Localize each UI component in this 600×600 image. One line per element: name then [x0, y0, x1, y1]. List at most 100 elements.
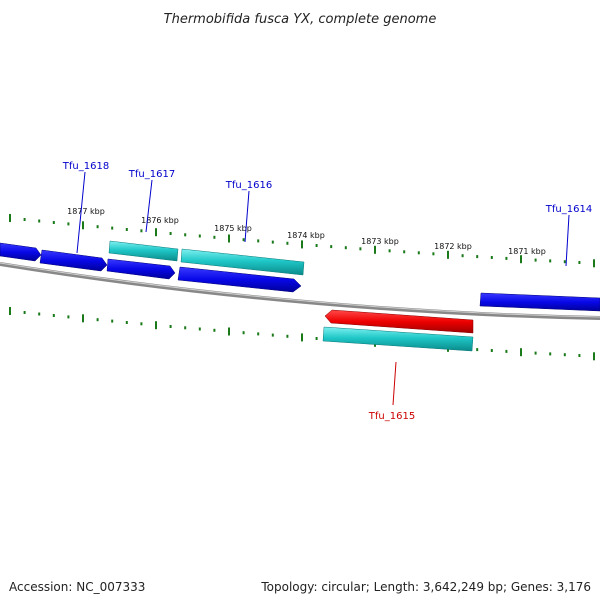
gene-label-tfu-1614[interactable]: Tfu_1614 [545, 204, 592, 215]
scale-tick-upper [301, 240, 303, 249]
genome-backbone-highlight [0, 262, 600, 318]
scale-label-1872: 1872 kbp [434, 242, 472, 251]
scale-tick-lower [82, 314, 84, 323]
scale-tick-lower [315, 337, 318, 340]
scale-tick-upper [432, 252, 435, 256]
genome-backbone [0, 262, 600, 320]
scale-tick-upper [169, 232, 172, 235]
scale-tick-lower [286, 334, 289, 338]
scale-tick-upper [271, 240, 274, 244]
scale-tick-upper [242, 238, 245, 242]
scale-tick-lower [198, 327, 201, 331]
scale-tick-upper [403, 250, 406, 254]
scale-tick-upper [140, 229, 143, 233]
scale-tick-lower [490, 349, 493, 352]
scale-tick-upper [125, 228, 128, 231]
gene-label-tfu-1615[interactable]: Tfu_1615 [368, 411, 415, 422]
gene-label-tfu-1616[interactable]: Tfu_1616 [225, 180, 272, 191]
scale-tick-lower [476, 348, 479, 352]
scale-tick-lower [242, 331, 245, 335]
scale-tick-lower [578, 354, 581, 357]
scale-tick-lower [140, 322, 143, 326]
scale-tick-upper [96, 225, 99, 229]
scale-tick-lower [520, 348, 522, 357]
scale-tick-upper [374, 245, 376, 254]
scale-tick-upper [534, 258, 537, 262]
scale-tick-upper [520, 255, 522, 264]
scale-tick-lower [505, 349, 508, 353]
scale-tick-lower [52, 314, 55, 317]
scale-tick-lower [271, 333, 274, 337]
scale-tick-upper [23, 218, 26, 221]
map-title: Thermobifida fusca YX, complete genome [164, 12, 437, 27]
gene-arrow-left-edge[interactable] [0, 242, 42, 262]
scale-tick-lower [213, 328, 216, 332]
scale-label-1876: 1876 kbp [141, 216, 179, 225]
scale-tick-lower [67, 315, 70, 319]
scale-tick-lower [169, 325, 172, 328]
scale-tick-upper [359, 247, 362, 251]
scale-tick-lower [155, 321, 157, 330]
scale-tick-upper [38, 219, 41, 223]
scale-tick-upper [52, 221, 55, 224]
scale-tick-upper [549, 259, 552, 263]
scale-tick-upper [286, 241, 289, 245]
scale-label-1873: 1873 kbp [361, 237, 399, 246]
gene-arrow-tfu-1617[interactable] [106, 258, 176, 280]
scale-tick-upper [344, 246, 347, 250]
scale-tick-lower [111, 319, 114, 323]
scale-tick-lower [23, 311, 26, 314]
scale-tick-upper [490, 256, 493, 259]
leader-line-tfu-1614 [565, 214, 570, 267]
scale-tick-upper [476, 255, 479, 259]
gene-arrow-tfu-1616[interactable] [177, 266, 302, 293]
scale-tick-upper [593, 259, 595, 268]
scale-tick-upper [315, 244, 318, 247]
leader-line-tfu-1617 [145, 179, 153, 233]
scale-label-1871: 1871 kbp [508, 247, 546, 256]
scale-tick-upper [563, 260, 566, 264]
scale-tick-lower [563, 353, 566, 357]
scale-ticks [9, 214, 595, 361]
scale-tick-lower [257, 332, 260, 336]
accession-label: Accession: NC_007333 [9, 580, 146, 594]
feature-box-tfu-1615[interactable] [322, 326, 474, 352]
scale-tick-lower [96, 318, 99, 322]
scale-tick-upper [228, 234, 230, 243]
topology-label: Topology: circular; Length: 3,642,249 bp… [261, 580, 591, 594]
scale-tick-upper [578, 261, 581, 264]
leader-line-tfu-1618 [76, 171, 86, 254]
gene-label-tfu-1618[interactable]: Tfu_1618 [62, 161, 109, 172]
scale-tick-upper [505, 256, 508, 260]
scale-tick-lower [301, 333, 303, 342]
gene-label-tfu-1617[interactable]: Tfu_1617 [128, 169, 175, 180]
scale-tick-upper [198, 234, 201, 238]
feature-box-tfu-1617[interactable] [108, 240, 179, 262]
scale-tick-upper [9, 214, 11, 222]
scale-tick-lower [9, 307, 11, 315]
scale-tick-lower [549, 352, 552, 356]
scale-tick-upper [330, 245, 333, 249]
scale-tick-upper [213, 235, 216, 239]
scale-tick-upper [257, 239, 260, 243]
scale-tick-upper [461, 254, 464, 258]
gene-arrow-tfu-1615[interactable] [324, 309, 474, 334]
gene-arrow-tfu-1618[interactable] [39, 249, 108, 272]
scale-tick-upper [82, 221, 84, 230]
scale-tick-upper [388, 249, 391, 253]
feature-box-tfu-1616[interactable] [180, 248, 305, 276]
scale-tick-upper [111, 226, 114, 230]
scale-label-1877: 1877 kbp [67, 207, 105, 216]
scale-label-1874: 1874 kbp [287, 231, 325, 240]
scale-tick-upper [67, 222, 70, 226]
scale-tick-lower [228, 327, 230, 336]
scale-tick-upper [417, 251, 420, 255]
scale-tick-upper [184, 233, 187, 237]
scale-tick-upper [447, 250, 449, 259]
scale-tick-upper [155, 228, 157, 237]
scale-label-1875: 1875 kbp [214, 224, 252, 233]
gene-arrow-tfu-1614[interactable] [479, 292, 600, 312]
scale-tick-lower [593, 352, 595, 361]
leader-line-tfu-1615 [392, 361, 397, 406]
